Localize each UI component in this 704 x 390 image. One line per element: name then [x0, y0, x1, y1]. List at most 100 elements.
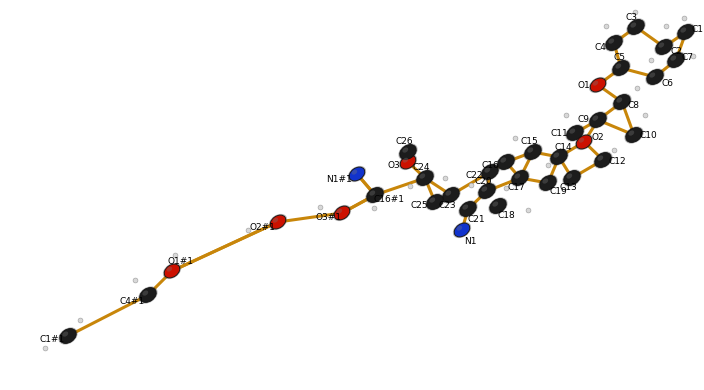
- Ellipse shape: [272, 218, 278, 223]
- Ellipse shape: [655, 39, 672, 55]
- Text: C23: C23: [438, 200, 455, 209]
- Ellipse shape: [551, 150, 567, 165]
- Ellipse shape: [398, 144, 417, 161]
- Ellipse shape: [524, 145, 541, 160]
- Text: C9: C9: [578, 115, 590, 124]
- Ellipse shape: [490, 199, 506, 213]
- Ellipse shape: [604, 34, 624, 51]
- Ellipse shape: [567, 126, 583, 140]
- Text: C2: C2: [670, 46, 682, 55]
- Ellipse shape: [139, 286, 158, 303]
- Ellipse shape: [427, 195, 444, 209]
- Ellipse shape: [403, 158, 408, 163]
- Text: N1#1: N1#1: [326, 176, 352, 184]
- Ellipse shape: [367, 188, 383, 202]
- Ellipse shape: [352, 170, 357, 175]
- Text: O3: O3: [388, 161, 401, 170]
- Ellipse shape: [647, 69, 663, 84]
- Ellipse shape: [415, 169, 434, 186]
- Ellipse shape: [539, 174, 558, 191]
- Ellipse shape: [425, 193, 445, 211]
- Text: O1#1: O1#1: [167, 257, 193, 266]
- Ellipse shape: [670, 55, 676, 61]
- Ellipse shape: [593, 151, 612, 168]
- Text: C4#1: C4#1: [120, 296, 144, 305]
- Ellipse shape: [492, 202, 498, 207]
- Text: C22: C22: [465, 172, 483, 181]
- Text: N1: N1: [464, 238, 476, 246]
- Ellipse shape: [577, 135, 592, 149]
- Ellipse shape: [617, 98, 622, 103]
- Text: C15: C15: [520, 138, 538, 147]
- Ellipse shape: [443, 188, 459, 202]
- Text: O1: O1: [577, 80, 591, 89]
- Ellipse shape: [480, 163, 500, 181]
- Ellipse shape: [477, 183, 496, 200]
- Text: C3: C3: [626, 12, 638, 21]
- Ellipse shape: [612, 93, 631, 111]
- Text: C10: C10: [639, 131, 657, 140]
- Text: C16#1: C16#1: [374, 195, 405, 204]
- Ellipse shape: [655, 38, 674, 56]
- Ellipse shape: [454, 223, 470, 237]
- Ellipse shape: [649, 73, 655, 78]
- Text: O2: O2: [591, 133, 604, 142]
- Text: C1: C1: [692, 25, 704, 34]
- Ellipse shape: [549, 149, 569, 166]
- Ellipse shape: [270, 215, 286, 229]
- Ellipse shape: [401, 155, 416, 169]
- Text: O3#1: O3#1: [315, 213, 341, 222]
- Text: C18: C18: [497, 211, 515, 220]
- Text: C14: C14: [554, 142, 572, 151]
- Ellipse shape: [163, 263, 181, 279]
- Ellipse shape: [337, 209, 342, 214]
- Ellipse shape: [496, 153, 515, 170]
- Ellipse shape: [627, 18, 646, 35]
- Ellipse shape: [457, 226, 462, 230]
- Ellipse shape: [590, 113, 606, 128]
- Ellipse shape: [570, 128, 575, 134]
- Ellipse shape: [595, 152, 611, 167]
- Ellipse shape: [605, 35, 622, 50]
- Ellipse shape: [484, 167, 490, 173]
- Ellipse shape: [540, 176, 556, 190]
- Text: C17: C17: [507, 184, 525, 193]
- Ellipse shape: [562, 169, 582, 186]
- Ellipse shape: [60, 329, 76, 344]
- Ellipse shape: [333, 205, 351, 221]
- Text: C16: C16: [481, 161, 499, 170]
- Ellipse shape: [400, 145, 416, 160]
- Text: C7: C7: [682, 53, 694, 62]
- Ellipse shape: [565, 124, 584, 142]
- Text: C5: C5: [613, 53, 625, 62]
- Ellipse shape: [269, 214, 287, 230]
- Ellipse shape: [365, 186, 384, 204]
- Ellipse shape: [564, 170, 580, 185]
- Ellipse shape: [611, 59, 631, 76]
- Ellipse shape: [515, 174, 520, 179]
- Text: C19: C19: [549, 186, 567, 195]
- Text: C13: C13: [559, 184, 577, 193]
- Ellipse shape: [542, 179, 548, 184]
- Ellipse shape: [628, 20, 644, 34]
- Ellipse shape: [498, 154, 514, 169]
- Ellipse shape: [460, 202, 477, 216]
- Ellipse shape: [612, 60, 629, 75]
- Ellipse shape: [463, 204, 468, 210]
- Ellipse shape: [593, 81, 598, 86]
- Ellipse shape: [164, 264, 180, 278]
- Text: C12: C12: [608, 158, 626, 167]
- Ellipse shape: [615, 64, 621, 69]
- Ellipse shape: [592, 115, 598, 121]
- Ellipse shape: [579, 138, 584, 143]
- Ellipse shape: [667, 53, 684, 67]
- Ellipse shape: [614, 95, 630, 110]
- Ellipse shape: [58, 327, 77, 345]
- Text: C20: C20: [474, 177, 492, 186]
- Text: C24: C24: [413, 163, 429, 172]
- Ellipse shape: [349, 167, 365, 181]
- Ellipse shape: [658, 43, 664, 48]
- Text: C8: C8: [628, 101, 640, 110]
- Text: C25: C25: [410, 202, 428, 211]
- Text: C4: C4: [594, 43, 606, 51]
